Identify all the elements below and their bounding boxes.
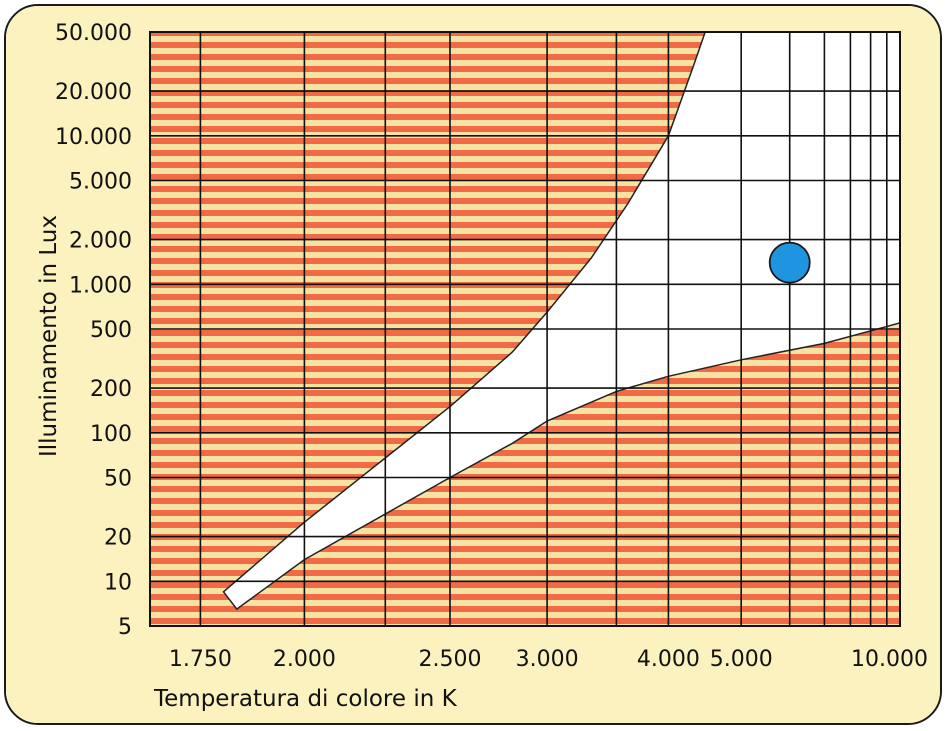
y-tick-label: 20.000 (55, 80, 132, 105)
x-tick-label: 4.000 (637, 647, 700, 672)
plot-border (149, 31, 901, 627)
chart-svg: 5 10 20 50 100 200 500 1.000 2.000 5.000 10.000 20.… (6, 6, 940, 723)
x-tick-label: 2.500 (419, 647, 482, 672)
y-tick-label: 5.000 (69, 170, 132, 195)
x-axis-label: Temperatura di colore in K (153, 686, 458, 712)
plot-area (149, 31, 901, 627)
y-tick-label: 5 (118, 615, 132, 640)
y-tick-label: 2.000 (69, 229, 132, 254)
x-axis-tick-labels: 1.750 2.000 2.500 3.000 4.000 5.000 10.000 (169, 647, 928, 672)
y-axis-tick-labels: 5 10 20 50 100 200 500 1.000 2.000 5.000 10.000 20.… (55, 21, 132, 640)
x-tick-label: 5.000 (710, 647, 773, 672)
y-tick-label: 10.000 (55, 125, 132, 150)
y-tick-label: 50.000 (55, 21, 132, 46)
y-tick-label: 500 (90, 318, 132, 343)
y-tick-label: 100 (90, 422, 132, 447)
y-axis-label: Illuminamento in Lux (36, 215, 62, 457)
x-tick-label: 1.750 (169, 647, 232, 672)
x-tick-label: 2.000 (273, 647, 336, 672)
plot-clip-group (150, 32, 900, 626)
comfort-zone (222, 32, 900, 611)
y-tick-label: 20 (104, 526, 132, 551)
y-tick-label: 50 (104, 467, 132, 492)
data-point-marker (768, 241, 811, 284)
x-tick-label: 3.000 (516, 647, 579, 672)
y-tick-label: 10 (104, 570, 132, 595)
y-tick-label: 200 (90, 377, 132, 402)
chart-panel: 5 10 20 50 100 200 500 1.000 2.000 5.000 10.000 20.… (4, 4, 942, 725)
x-tick-label: 10.000 (851, 647, 928, 672)
y-tick-label: 1.000 (69, 273, 132, 298)
